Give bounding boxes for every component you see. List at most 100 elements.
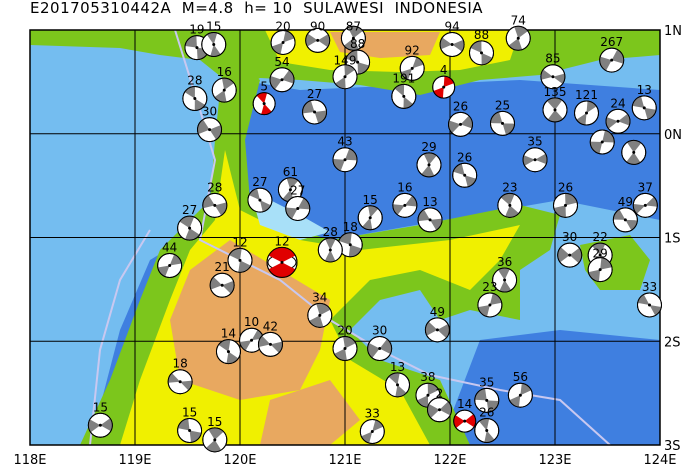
depth-label: 13 [422,195,437,209]
focal-mechanism[interactable] [477,292,503,318]
focal-mechanism[interactable] [427,397,452,423]
focal-mechanism[interactable] [391,83,417,109]
focal-mechanism[interactable] [507,382,533,408]
focal-mechanism[interactable] [621,139,647,165]
focal-mechanism[interactable] [285,195,311,221]
focal-mechanism[interactable] [211,77,237,103]
focal-mechanism[interactable] [605,108,631,134]
lat-tick-label: 1N [664,24,682,39]
depth-label: 16 [397,180,412,194]
lon-tick-label: 119E [118,453,151,468]
focal-mechanism[interactable] [305,27,331,53]
focal-mechanism-highlighted[interactable] [453,409,477,433]
focal-mechanism[interactable] [215,339,241,365]
focal-mechanism-highlighted[interactable] [252,92,276,116]
depth-label: 56 [513,370,528,384]
lon-tick-label: 124E [643,453,676,468]
depth-label: 135 [544,85,567,99]
focal-mechanism[interactable] [202,192,228,218]
lon-tick-label: 122E [433,453,466,468]
focal-mechanism[interactable] [497,192,523,218]
focal-mechanism[interactable] [277,177,303,203]
focal-mechanism[interactable] [505,25,531,51]
focal-mechanism[interactable] [424,317,450,343]
depth-label: 61 [283,165,298,179]
focal-mechanism[interactable] [474,417,500,443]
focal-mechanism[interactable] [337,232,363,258]
focal-mechanism[interactable] [340,25,366,51]
focal-mechanism[interactable] [542,97,568,123]
depth-label: 14 [221,327,236,341]
focal-mechanism[interactable] [589,129,615,155]
focal-mechanism[interactable] [399,55,425,81]
focal-mechanism[interactable] [359,419,385,445]
lon-tick-label: 123E [538,453,571,468]
focal-mechanism[interactable] [177,215,203,241]
focal-mechanism[interactable] [452,162,478,188]
focal-mechanism[interactable] [157,253,183,279]
depth-label: 30 [202,105,217,119]
depth-label: 16 [217,65,232,79]
focal-mechanism[interactable] [202,427,228,453]
focal-mechanism[interactable] [167,369,193,395]
focal-mechanism-highlighted[interactable] [266,246,298,278]
focal-mechanism[interactable] [392,192,418,218]
focal-mechanism[interactable] [197,117,223,143]
lat-tick-label: 1S [664,232,681,247]
focal-mechanism[interactable] [553,192,578,218]
focal-mechanism[interactable] [417,207,443,233]
focal-mechanism[interactable] [87,412,113,438]
depth-label: 35 [479,375,494,389]
depth-label: 26 [479,405,494,419]
focal-mechanism[interactable] [247,187,273,213]
focal-mechanism[interactable] [631,95,657,121]
focal-mechanism[interactable] [448,111,473,137]
focal-mechanism[interactable] [302,99,328,125]
focal-mechanism[interactable] [540,64,566,90]
focal-mechanism[interactable] [439,32,465,58]
depth-label: 149 [334,54,357,68]
depth-label: 27 [252,175,267,189]
depth-label: 34 [312,290,327,304]
focal-mechanism[interactable] [474,387,500,413]
focal-mechanism[interactable] [385,372,410,398]
depth-label: 74 [511,13,526,27]
focal-mechanism[interactable] [209,272,235,298]
lat-tick-label: 2S [664,335,681,350]
focal-mechanism[interactable] [227,247,253,273]
focal-mechanism[interactable] [599,47,625,73]
focal-mechanism[interactable] [317,237,343,263]
focal-mechanism[interactable] [182,85,208,111]
depth-label: 36 [497,255,512,269]
focal-mechanism[interactable] [269,67,295,93]
focal-mechanism[interactable] [612,207,638,233]
depth-label: 38 [420,370,435,384]
focal-mechanism[interactable] [587,257,613,283]
focal-mechanism[interactable] [637,292,662,318]
depth-label: 2 [436,387,444,401]
focal-mechanism[interactable] [307,302,333,328]
focal-mechanism[interactable] [332,147,358,173]
focal-mechanism[interactable] [490,110,515,136]
focal-mechanism[interactable] [469,40,494,66]
focal-mechanism[interactable] [270,29,296,55]
focal-mechanism[interactable] [557,242,583,268]
focal-mechanism[interactable] [367,336,393,362]
focal-mechanism[interactable] [257,331,283,357]
focal-mechanism[interactable] [574,100,599,126]
focal-mechanism[interactable] [416,152,442,178]
focal-mechanism[interactable] [492,267,518,293]
focal-mechanism[interactable] [201,32,227,58]
focal-mechanism-highlighted[interactable] [432,75,456,99]
focal-mechanism[interactable] [632,192,658,218]
focal-mechanism[interactable] [522,147,548,173]
depth-label: 85 [545,52,560,66]
depth-label: 27 [182,203,197,217]
focal-mechanism[interactable] [357,205,383,231]
focal-mechanism[interactable] [332,64,358,90]
focal-mechanism[interactable] [239,327,265,353]
focal-mechanism[interactable] [332,336,358,362]
focal-mechanism[interactable] [177,417,203,443]
depth-label: 20 [337,324,352,338]
